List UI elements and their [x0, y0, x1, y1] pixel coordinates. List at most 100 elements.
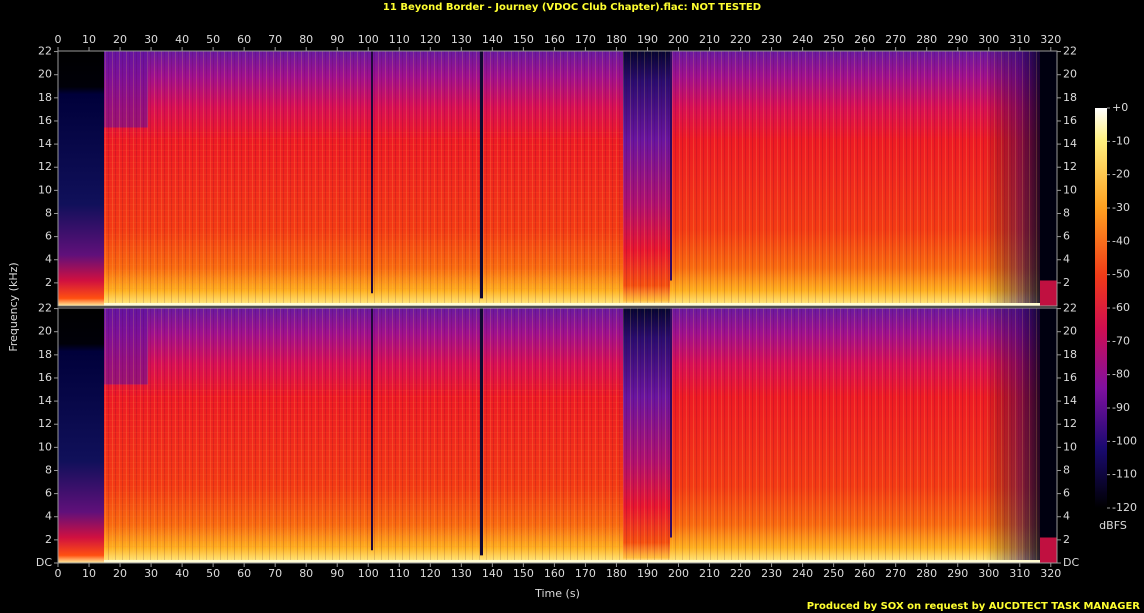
y-tick-label: 12 [1063, 160, 1077, 173]
y-tick-label: 4 [1063, 253, 1070, 266]
x-tick-label: 130 [451, 567, 472, 580]
x-tick-label: 190 [637, 33, 658, 46]
colorbar-tick-label: -30 [1112, 201, 1130, 214]
x-tick-label: 290 [947, 33, 968, 46]
y-tick-label: 12 [38, 417, 52, 430]
x-tick-label: 290 [947, 567, 968, 580]
x-tick-label: 240 [792, 567, 813, 580]
x-tick-label: 230 [761, 567, 782, 580]
frame [57, 307, 1058, 564]
x-tick-label: 80 [299, 567, 313, 580]
x-tick-label: 310 [1009, 33, 1030, 46]
dropout [480, 51, 483, 299]
y-tick-label: 22 [1063, 302, 1077, 315]
x-tick-label: 150 [513, 33, 534, 46]
x-tick-label: 100 [358, 33, 379, 46]
x-tick-label: 170 [575, 33, 596, 46]
y-tick-label: 16 [1063, 371, 1077, 384]
x-tick-label: 50 [206, 567, 220, 580]
x-tick-label: 280 [916, 33, 937, 46]
spectrum-end [1040, 51, 1057, 281]
x-tick-label: 190 [637, 567, 658, 580]
texture [104, 127, 623, 294]
x-axis-label: Time (s) [534, 587, 580, 600]
dropout [371, 51, 373, 294]
y-tick-label: 14 [1063, 394, 1077, 407]
x-tick-label: 230 [761, 33, 782, 46]
x-tick-label: 120 [420, 567, 441, 580]
colorbar-tick-label: -60 [1112, 301, 1130, 314]
dropout [371, 308, 373, 551]
x-tick-label: 150 [513, 567, 534, 580]
x-tick-label: 280 [916, 567, 937, 580]
dropout [670, 308, 672, 538]
x-tick-label: 90 [330, 567, 344, 580]
colorbar-tick-label: -40 [1112, 234, 1130, 247]
y-tick-label: 4 [45, 510, 52, 523]
y-tick-label: 16 [1063, 114, 1077, 127]
x-tick-label: 180 [606, 567, 627, 580]
y-tick-label: DC [1063, 556, 1079, 569]
colorbar-tick-label: -90 [1112, 401, 1130, 414]
x-tick-label: 320 [1040, 567, 1061, 580]
x-tick-label: 10 [82, 33, 96, 46]
x-tick-label: 260 [854, 567, 875, 580]
x-tick-label: 60 [237, 567, 251, 580]
colorbar-tick-label: -20 [1112, 168, 1130, 181]
y-tick-label: 20 [1063, 325, 1077, 338]
y-tick-label: 4 [1063, 510, 1070, 523]
x-tick-label: 170 [575, 567, 596, 580]
footer: Produced by SOX on request by AUCDTECT T… [807, 601, 1141, 612]
colorbar-tick-label: +0 [1112, 101, 1128, 114]
x-tick-label: 40 [175, 33, 189, 46]
x-tick-label: 300 [978, 567, 999, 580]
x-tick-label: 180 [606, 33, 627, 46]
y-tick-label: 18 [38, 91, 52, 104]
x-tick-label: 140 [482, 33, 503, 46]
spectrum-end-low [1040, 537, 1057, 563]
y-tick-label: 20 [38, 325, 52, 338]
x-tick-label: 100 [358, 567, 379, 580]
y-tick-label: 16 [38, 114, 52, 127]
x-tick-label: 250 [823, 33, 844, 46]
x-tick-label: 80 [299, 33, 313, 46]
colorbar-tick-label: -80 [1112, 368, 1130, 381]
x-tick-label: 20 [113, 33, 127, 46]
dropout [480, 308, 483, 556]
x-tick-label: 250 [823, 567, 844, 580]
x-tick-label: 320 [1040, 33, 1061, 46]
x-tick-label: 240 [792, 33, 813, 46]
y-tick-label: 8 [45, 463, 52, 476]
y-tick-label: 6 [45, 487, 52, 500]
x-tick-label: 30 [144, 33, 158, 46]
x-tick-label: 220 [730, 33, 751, 46]
x-tick-label: 160 [544, 33, 565, 46]
x-tick-label: 70 [268, 567, 282, 580]
y-tick-label: 18 [1063, 91, 1077, 104]
x-tick-label: 140 [482, 567, 503, 580]
x-tick-label: 310 [1009, 567, 1030, 580]
x-tick-label: 90 [330, 33, 344, 46]
y-tick-label: 22 [38, 302, 52, 315]
spectrum-end [1040, 308, 1057, 538]
y-tick-label: 22 [38, 45, 52, 58]
dc-band [104, 560, 1040, 563]
y-tick-label: 14 [38, 394, 52, 407]
y-tick-label: DC [36, 556, 52, 569]
x-tick-label: 200 [668, 33, 689, 46]
title: 11 Beyond Border - Journey (VDOC Club Ch… [383, 2, 761, 13]
x-tick-label: 220 [730, 567, 751, 580]
y-tick-label: 4 [45, 253, 52, 266]
colorbar-tick-label: -110 [1112, 468, 1137, 481]
colorbar-tick-label: -70 [1112, 334, 1130, 347]
colorbar-tick-label: -50 [1112, 268, 1130, 281]
colorbar-tick-label: -120 [1112, 501, 1137, 514]
x-tick-label: 70 [268, 33, 282, 46]
y-tick-label: 12 [1063, 417, 1077, 430]
y-axis-label: Frequency (kHz) [7, 262, 20, 351]
colorbar-tick-label: -100 [1112, 434, 1137, 447]
texture [104, 384, 623, 551]
x-tick-label: 40 [175, 567, 189, 580]
x-tick-label: 270 [885, 567, 906, 580]
